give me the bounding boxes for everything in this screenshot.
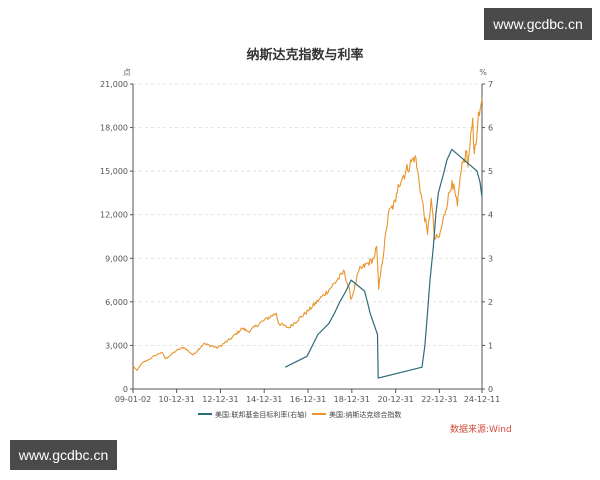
- axes: [132, 84, 483, 390]
- right-axis-unit: %: [479, 68, 487, 77]
- y-left-tick-label: 15,000: [100, 167, 128, 176]
- series-line-fed-rate: [284, 148, 483, 379]
- left-axis-unit: 点: [123, 68, 131, 77]
- legend: 美国:联邦基金目标利率(右轴) 美国:纳斯达克综合指数: [198, 410, 401, 419]
- x-tick-label: 24-12-11: [464, 395, 500, 404]
- y-right-tick-label: 0: [488, 385, 493, 394]
- y-left-tick-label: 6,000: [105, 298, 128, 307]
- y-left-tick-label: 3,000: [105, 341, 128, 350]
- x-tick-label: 09-01-02: [115, 395, 151, 404]
- y-left-tick-label: 12,000: [100, 211, 128, 220]
- x-tick-label: 16-12-31: [290, 395, 326, 404]
- y-left-tick-label: 18,000: [100, 124, 128, 133]
- legend-label-nasdaq: 美国:纳斯达克综合指数: [329, 410, 401, 419]
- legend-label-rate: 美国:联邦基金目标利率(右轴): [215, 410, 307, 419]
- watermark-top: www.gcdbc.cn: [484, 8, 592, 40]
- tick-labels: 0 3,000 6,000 9,000 12,000 15,000 18,000 21,000…: [100, 80, 500, 404]
- y-right-tick-label: 7: [488, 80, 493, 89]
- y-right-tick-label: 5: [488, 167, 493, 176]
- x-tick-label: 14-12-31: [246, 395, 282, 404]
- x-tick-label: 18-12-31: [334, 395, 370, 404]
- y-right-tick-label: 3: [488, 254, 493, 263]
- x-tick-label: 20-12-31: [377, 395, 413, 404]
- y-right-tick-label: 1: [488, 341, 493, 350]
- y-left-tick-label: 9,000: [105, 254, 128, 263]
- y-left-tick-label: 21,000: [100, 80, 128, 89]
- x-tick-label: 12-12-31: [202, 395, 238, 404]
- y-right-tick-label: 4: [488, 211, 493, 220]
- watermark-bottom: www.gcdbc.cn: [10, 440, 117, 470]
- source-note: 数据来源:Wind: [450, 423, 512, 435]
- x-tick-label: 10-12-31: [158, 395, 194, 404]
- chart-title: 纳斯达克指数与利率: [246, 47, 363, 62]
- y-right-tick-label: 6: [488, 124, 493, 133]
- series-line-nasdaq: [132, 98, 483, 372]
- series-lines: [132, 98, 483, 379]
- x-tick-label: 22-12-31: [421, 395, 457, 404]
- y-left-tick-label: 0: [123, 385, 128, 394]
- y-right-tick-label: 2: [488, 298, 493, 307]
